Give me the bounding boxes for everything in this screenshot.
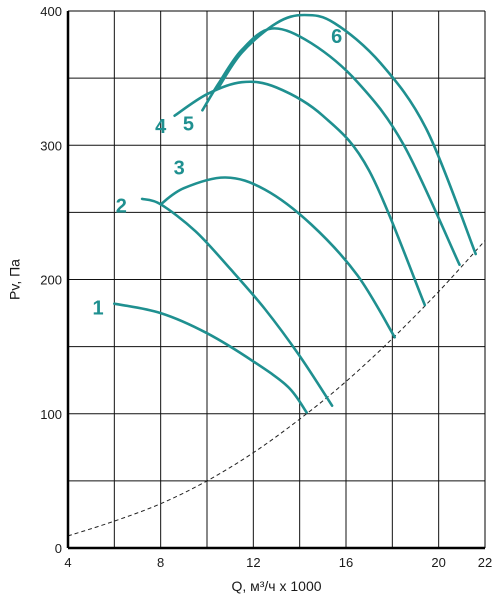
y-tick-label: 100 — [40, 407, 62, 422]
x-tick-label: 8 — [157, 555, 164, 570]
curve-label-6: 6 — [331, 26, 342, 48]
x-tick-label: 22 — [478, 555, 492, 570]
x-tick-label: 4 — [64, 555, 71, 570]
x-axis-title: Q, м³/ч x 1000 — [231, 578, 321, 594]
system-curve-layer — [67, 240, 486, 537]
fan-curve-4 — [173, 80, 427, 307]
y-tick-label: 400 — [40, 4, 62, 19]
y-tick-label: 0 — [55, 541, 62, 556]
system-resistance-curve — [67, 240, 486, 537]
grid — [67, 10, 486, 549]
y-axis-title: Pv, Па — [7, 259, 23, 300]
x-tick-label: 20 — [431, 555, 445, 570]
curve-labels: 1 2 34 5 6 — [93, 26, 343, 319]
fan-curve-3 — [159, 176, 396, 339]
fan-curve-2 — [140, 197, 334, 407]
axes — [66, 10, 486, 550]
curve-label-2: 2 — [116, 195, 127, 217]
fan-curves — [113, 13, 477, 414]
curve-label-3: 3 — [174, 158, 185, 180]
fan-curve-1 — [113, 302, 308, 414]
curve-label-1: 1 — [93, 297, 104, 319]
curve-label-4: 4 — [155, 116, 167, 138]
y-tick-label: 300 — [40, 138, 62, 153]
fan-curve-5 — [201, 27, 461, 266]
fan-curve-6 — [217, 13, 477, 256]
y-tick-label: 200 — [40, 273, 62, 288]
x-tick-label: 12 — [246, 555, 260, 570]
curve-label-5: 5 — [183, 113, 194, 135]
x-tick-label: 16 — [339, 555, 353, 570]
